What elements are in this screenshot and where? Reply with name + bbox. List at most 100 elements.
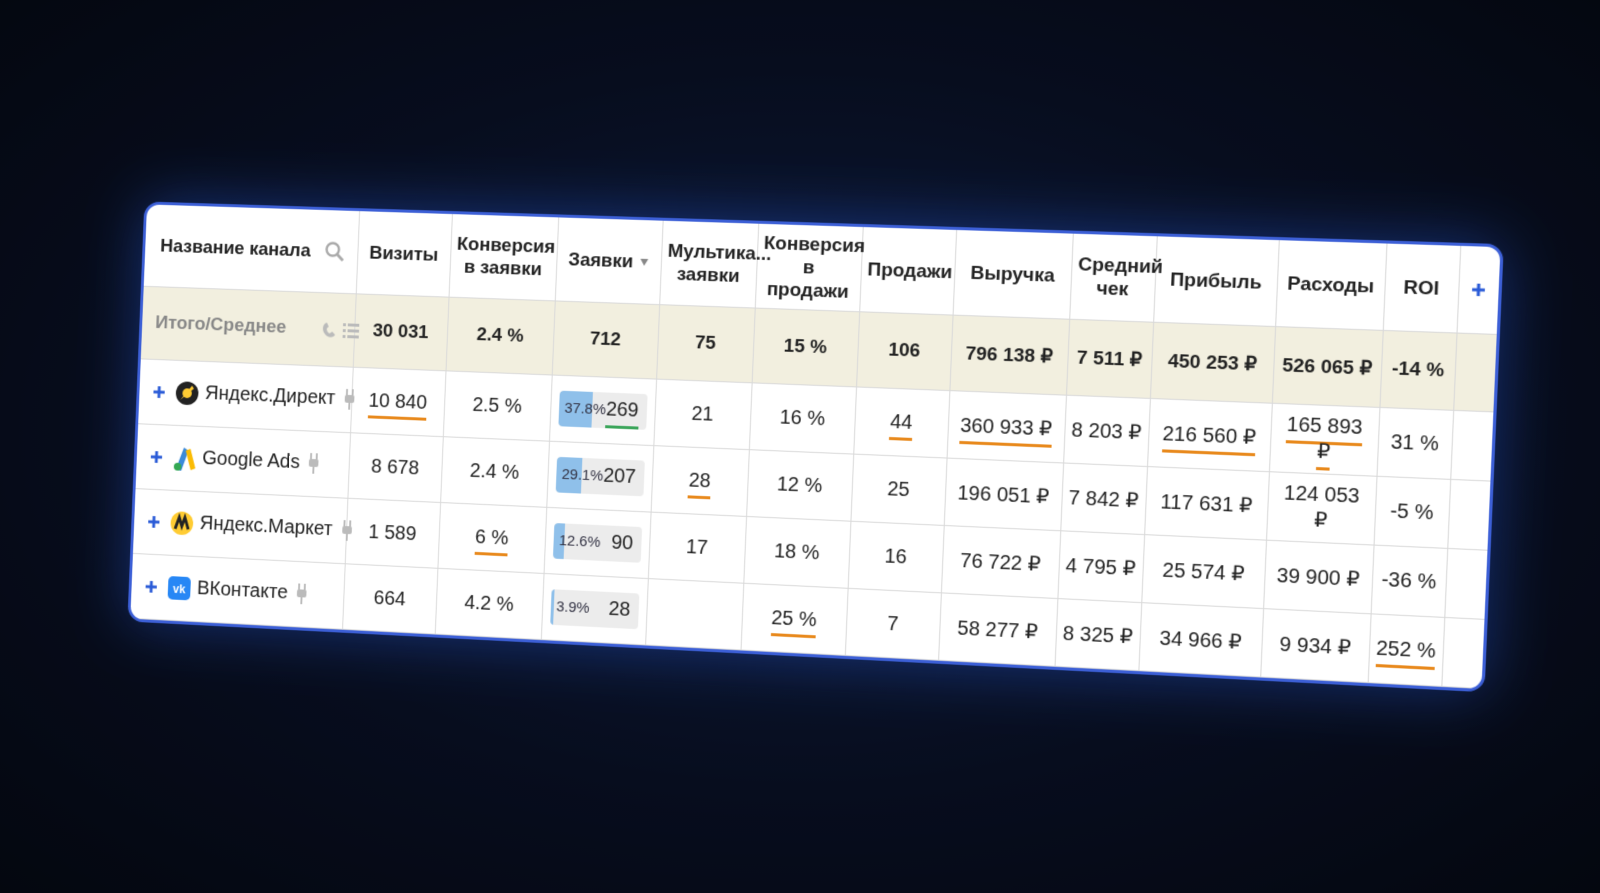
total-cell: 712 (552, 301, 659, 379)
column-header-label[interactable]: Название канала (160, 235, 311, 260)
metric-cell: -5 % (1374, 476, 1451, 548)
column-header-label[interactable]: Средний чек (1078, 254, 1164, 300)
total-value: 2.4 % (476, 324, 524, 346)
total-cell: 106 (856, 312, 953, 391)
metric-cell: 165 893 ₽ (1269, 403, 1380, 476)
expand-button[interactable] (144, 575, 158, 597)
metric-value: 6 % (474, 526, 508, 556)
metric-value: 664 (373, 587, 406, 610)
metric-cell: 25 % (741, 583, 848, 655)
metric-value: 21 (691, 402, 714, 425)
metric-cell: -36 % (1371, 545, 1448, 617)
total-cell: 75 (656, 305, 755, 383)
metric-value: 18 % (774, 540, 820, 564)
metric-value: 4 795 ₽ (1065, 554, 1136, 580)
metric-value: 25 % (771, 607, 818, 638)
column-header-label[interactable]: Конверсия в продажи (763, 232, 865, 302)
column-header-label[interactable]: Конверсия в заявки (457, 234, 556, 280)
metric-value: 39 900 ₽ (1276, 564, 1360, 590)
metric-cell: 16 (848, 521, 944, 593)
channel-name-cell: Яндекс.Маркет (133, 489, 347, 564)
metric-cell: 39 900 ₽ (1263, 540, 1373, 614)
metric-cell: 37.8% 269 (549, 375, 656, 446)
share-bar: 37.8% 269 (558, 391, 647, 430)
column-header: Расходы (1275, 240, 1386, 330)
metric-value: 90 (611, 532, 634, 556)
column-header: Конверсия в заявки (449, 214, 559, 301)
metric-value: 124 053 ₽ (1284, 482, 1360, 532)
metric-value: 8 325 ₽ (1062, 622, 1133, 648)
empty-cell (1447, 479, 1490, 550)
channel-icon (172, 446, 197, 468)
total-cell: 796 138 ₽ (949, 315, 1069, 395)
column-header-label[interactable]: Заявки (568, 249, 634, 272)
expand-button[interactable] (147, 510, 161, 532)
column-header-label[interactable]: Продажи (867, 259, 953, 283)
channel-name: Яндекс.Директ (205, 383, 336, 410)
metric-cell: 25 574 ₽ (1141, 535, 1266, 609)
metric-value: 2.4 % (469, 460, 519, 484)
total-cell: 526 065 ₽ (1272, 327, 1383, 408)
column-header-label[interactable]: Визиты (369, 242, 439, 265)
total-value: 450 253 ₽ (1167, 350, 1257, 375)
channel-name: ВКонтакте (197, 578, 289, 604)
share-label: 29.1% (561, 466, 603, 485)
total-value: 75 (694, 332, 716, 354)
total-icons (286, 317, 363, 340)
channel-name-cell: Google Ads (136, 424, 351, 499)
metric-value: -5 % (1390, 499, 1434, 524)
metric-cell: 1 589 (345, 498, 440, 568)
column-header-label[interactable]: ROI (1403, 277, 1440, 300)
metric-value: 4.2 % (464, 591, 514, 615)
metric-cell: 3.9% 28 (541, 573, 648, 645)
column-header: Прибыль (1153, 236, 1279, 326)
metric-value: 25 574 ₽ (1162, 559, 1245, 585)
metric-cell: 9 934 ₽ (1260, 609, 1370, 683)
share-bar: 3.9% 28 (550, 589, 639, 629)
metric-cell: 31 % (1376, 407, 1453, 479)
expand-button[interactable] (150, 445, 164, 467)
total-value: 712 (589, 328, 621, 350)
metric-cell: 21 (653, 379, 751, 450)
metric-cell: 117 631 ₽ (1144, 467, 1269, 541)
empty-cell (1444, 548, 1487, 619)
sort-indicator[interactable] (633, 251, 650, 272)
metric-value: 1 589 (368, 521, 417, 545)
search-icon[interactable] (310, 240, 345, 262)
channel-name-cell: Яндекс.Директ (138, 359, 353, 433)
total-value: 796 138 ₽ (965, 343, 1053, 367)
metric-cell (645, 579, 743, 650)
total-value: -14 % (1391, 358, 1444, 382)
column-header: Название канала (144, 204, 359, 293)
metric-cell: 360 933 ₽ (947, 391, 1066, 463)
metric-cell: 196 051 ₽ (944, 458, 1063, 531)
metric-cell: 12.6% 90 (544, 507, 651, 578)
metric-cell: 8 325 ₽ (1055, 599, 1142, 671)
empty-cell (1453, 333, 1497, 412)
share-bar: 12.6% 90 (552, 523, 641, 563)
metric-cell: 25 (850, 454, 946, 525)
metric-value: -36 % (1381, 568, 1437, 593)
column-header-label[interactable]: Прибыль (1170, 269, 1263, 293)
column-header-label[interactable]: Расходы (1287, 273, 1375, 297)
metric-value: 8 678 (371, 455, 420, 479)
column-header: Визиты (356, 211, 452, 297)
channel-icon: vk (167, 576, 192, 599)
column-header-label[interactable]: Выручка (970, 262, 1055, 286)
metric-value: 28 (688, 469, 711, 499)
channel-icon (175, 381, 200, 403)
empty-cell (1450, 410, 1493, 481)
table-body: Итого/Среднее 30 031 2.4 % 712 75 15 % 106 796 … (130, 286, 1496, 688)
integration-icon (299, 452, 321, 474)
channel-name: Google Ads (202, 448, 300, 474)
share-label: 12.6% (559, 532, 601, 551)
column-header: Выручка (953, 230, 1073, 319)
total-cell: 450 253 ₽ (1150, 322, 1275, 403)
metric-value: 7 (887, 612, 899, 635)
metric-value: 76 722 ₽ (960, 549, 1041, 575)
metric-cell: 2.4 % (440, 437, 549, 508)
add-column-button[interactable] (1471, 279, 1487, 301)
total-value: 7 511 ₽ (1076, 347, 1142, 371)
total-cell: 7 511 ₽ (1066, 319, 1153, 398)
expand-button[interactable] (152, 381, 166, 403)
